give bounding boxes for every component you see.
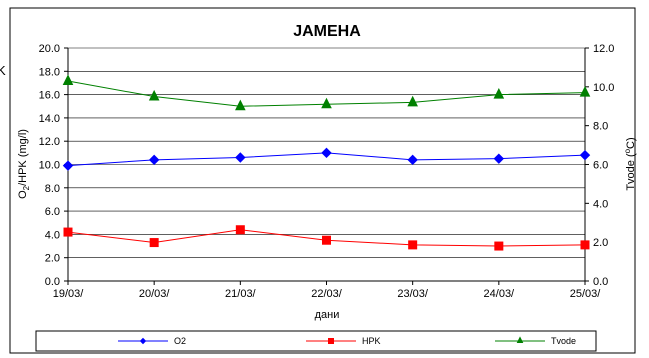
left-tick-label-1: 2.0 [45,253,60,265]
legend-marker-tvode [516,336,524,343]
right-tick-label-2: 4.0 [593,198,608,210]
point-hpk-2 [235,225,245,235]
right-tick-label-1: 2.0 [593,237,608,249]
x-tick-label-0: 19/03/ [53,288,85,300]
left-tick-label-5: 10.0 [39,160,60,172]
x-tick-label-1: 20/03/ [139,288,171,300]
legend-label-hpk: HPK [362,336,381,346]
point-hpk-3 [322,235,331,245]
point-hpk-6 [580,240,590,250]
series-layer [62,74,591,251]
right-tick-label-0: 0.0 [593,276,608,288]
left-tick-label-9: 18.0 [39,66,60,78]
y-right-title-sup: o [623,148,632,153]
legend-marker-hpk [328,338,334,344]
point-o2-1 [148,154,160,166]
chart-title: ЈАМЕНА [293,23,361,40]
point-o2-4 [407,154,418,166]
left-tick-label-6: 12.0 [39,136,60,148]
right-tick-label-3: 6.0 [593,160,608,172]
left-tick-label-7: 14.0 [39,113,60,125]
legend-marker-o2 [139,337,147,345]
legend-label-tvode: Tvode [551,336,576,346]
point-tvode-1 [148,89,160,101]
point-hpk-5 [494,241,504,251]
x-tick-label-5: 24/03/ [484,288,516,300]
x-axis-title: дани [315,309,340,321]
y-left-title-sub: 2 [22,185,31,190]
point-tvode-3 [321,97,332,109]
point-tvode-6 [579,86,591,97]
clipped-left-text: K [0,63,6,78]
point-hpk-1 [149,238,159,248]
point-o2-0 [62,160,74,171]
point-o2-3 [321,147,332,159]
y-right-title-part-2: C) [625,137,637,149]
left-tick-label-10: 20.0 [39,43,60,55]
x-tick-label-2: 21/03/ [225,288,257,300]
x-axis: 19/03/20/03/21/03/22/03/23/03/24/03/25/0… [53,280,602,300]
y-axis-left-title: O2/HPK (mg/l) [17,129,31,199]
right-axis: 0.0 2.0 4.0 6.0 8.0 10.0 12.0 [584,43,614,288]
y-left-title-part-2: /HPK (mg/l) [17,129,29,186]
left-axis: 0.0 2.0 4.0 6.0 8.0 10.0 12.0 14.0 16.0 18.0 20.0 [39,43,69,288]
point-hpk-0 [63,227,73,237]
y-right-title-part-1: Tvode ( [625,153,637,191]
point-o2-5 [493,153,505,164]
point-o2-2 [235,152,246,163]
point-tvode-0 [62,74,74,86]
point-tvode-2 [235,99,246,111]
point-o2-6 [579,149,591,161]
right-tick-label-5: 10.0 [593,82,614,94]
x-tick-label-6: 25/03/ [570,288,602,300]
legend-label-o2: O2 [174,336,186,346]
point-tvode-5 [493,87,505,99]
legend-items: O2 HPK Tvode [118,336,576,346]
left-tick-label-3: 6.0 [45,206,60,218]
left-tick-label-2: 4.0 [45,229,60,241]
x-tick-label-4: 23/03/ [397,288,429,300]
left-tick-label-0: 0.0 [45,276,60,288]
point-tvode-4 [407,95,418,107]
right-tick-label-6: 12.0 [593,43,614,55]
right-tick-label-4: 8.0 [593,121,608,133]
left-tick-label-4: 8.0 [45,183,60,195]
y-left-title-part-1: O [17,190,29,199]
point-hpk-4 [408,240,418,250]
x-tick-label-3: 22/03/ [311,288,343,300]
y-axis-right-title: Tvode (oC) [623,137,637,190]
left-tick-label-8: 16.0 [39,90,60,102]
